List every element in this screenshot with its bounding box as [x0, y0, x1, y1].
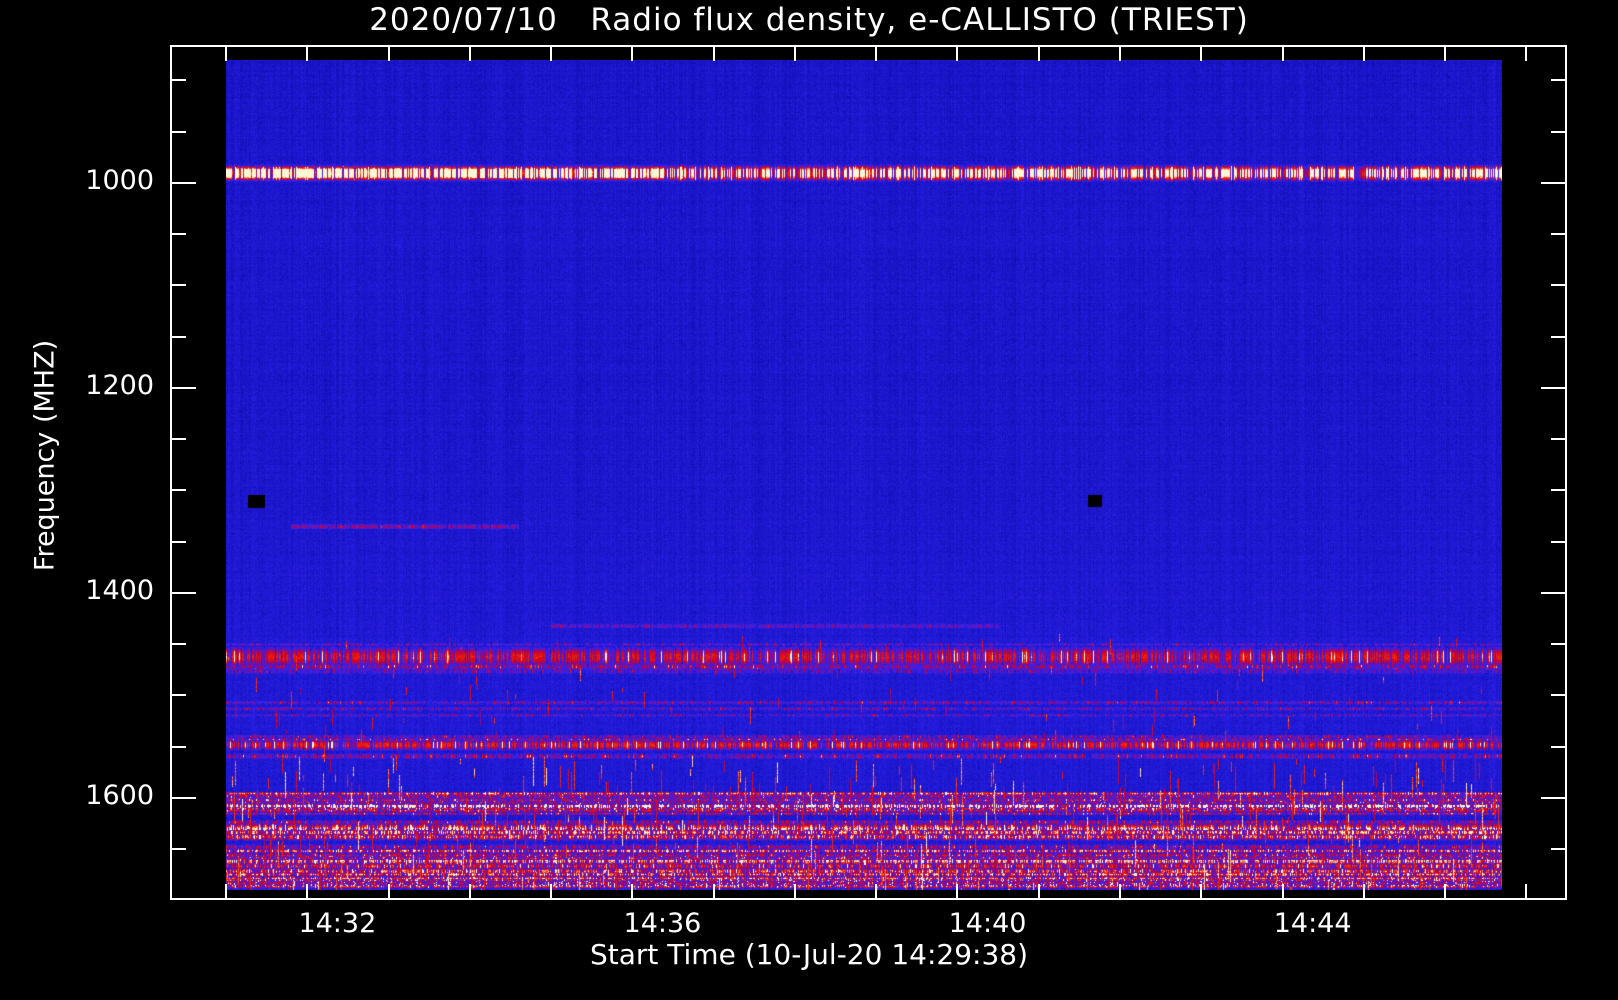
x-tick-label: 14:32 [298, 908, 377, 939]
y-tick-major-right [1541, 591, 1567, 594]
y-tick-major [170, 181, 196, 184]
y-tick-major [170, 796, 196, 799]
x-tick-minor [1119, 884, 1121, 900]
y-tick-minor [170, 438, 186, 441]
y-tick-minor [170, 489, 186, 492]
x-tick-label: 14:40 [948, 908, 1027, 939]
x-tick-minor-top [1037, 45, 1040, 61]
x-tick-minor-top [306, 45, 309, 61]
x-tick-minor [712, 884, 715, 900]
x-tick-minor-top [550, 45, 553, 61]
x-tick-minor [1200, 884, 1203, 900]
y-tick-minor [170, 540, 186, 543]
x-axis-title: Start Time (10-Jul-20 14:29:38) [589, 938, 1029, 971]
y-axis-title: Frequency (MHZ) [29, 339, 61, 572]
y-tick-major-right [1541, 386, 1567, 389]
x-tick-minor [225, 884, 227, 900]
y-tick-minor [170, 130, 186, 133]
spectrogram-canvas [226, 60, 1502, 890]
x-tick-minor-top [387, 45, 390, 61]
x-tick-minor-top [956, 45, 959, 61]
y-tick-minor [170, 694, 186, 697]
y-tick-minor [170, 79, 186, 82]
y-tick-major-right [1541, 796, 1567, 799]
x-tick-minor [1362, 884, 1365, 900]
y-tick-minor-right [1551, 438, 1567, 441]
x-tick-minor [1281, 884, 1284, 900]
x-tick-minor-top [1281, 45, 1284, 61]
y-tick-minor-right [1551, 489, 1567, 492]
x-tick-minor-top [1525, 45, 1528, 61]
y-tick-label: 1400 [85, 574, 154, 606]
x-tick-minor [550, 884, 553, 900]
y-tick-major-right [1541, 181, 1567, 184]
x-tick-label: 14:44 [1273, 908, 1352, 939]
x-tick-minor [875, 884, 878, 900]
x-tick-minor-top [225, 45, 227, 61]
x-tick-minor-top [1119, 45, 1121, 61]
y-tick-minor-right [1551, 694, 1567, 697]
y-tick-major [170, 386, 196, 389]
x-tick-minor-top [1362, 45, 1365, 61]
x-tick-minor-top [875, 45, 878, 61]
x-tick-minor [1444, 884, 1447, 900]
spectrogram-image [226, 60, 1502, 890]
x-tick-minor-top [1444, 45, 1447, 61]
y-tick-label: 1200 [85, 369, 154, 401]
y-tick-minor [170, 284, 186, 287]
y-tick-minor [170, 335, 186, 338]
y-tick-minor-right [1551, 848, 1567, 850]
y-tick-minor [170, 643, 186, 646]
x-tick-minor [793, 884, 796, 900]
x-tick-minor-top [468, 45, 471, 61]
x-tick-minor-top [793, 45, 796, 61]
y-tick-minor-right [1551, 79, 1567, 82]
x-tick-minor [306, 884, 309, 900]
x-tick-minor [956, 884, 959, 900]
y-tick-minor [170, 848, 186, 850]
x-tick-minor [631, 884, 634, 900]
y-tick-label: 1600 [85, 779, 154, 811]
y-tick-minor-right [1551, 233, 1567, 236]
y-tick-minor [170, 745, 186, 748]
y-tick-minor [170, 233, 186, 236]
x-tick-minor [1525, 884, 1528, 900]
x-tick-minor [1037, 884, 1040, 900]
x-tick-minor-top [631, 45, 634, 61]
y-tick-minor-right [1551, 745, 1567, 748]
y-tick-major [170, 591, 196, 594]
x-tick-minor [387, 884, 390, 900]
x-tick-minor [468, 884, 471, 900]
x-tick-label: 14:36 [623, 908, 702, 939]
y-tick-minor-right [1551, 130, 1567, 133]
y-tick-minor-right [1551, 335, 1567, 338]
y-tick-label: 1000 [85, 164, 154, 196]
x-tick-minor-top [712, 45, 715, 61]
y-tick-minor-right [1551, 540, 1567, 543]
x-tick-minor-top [1200, 45, 1203, 61]
y-tick-minor-right [1551, 284, 1567, 287]
y-tick-minor-right [1551, 643, 1567, 646]
page-title: 2020/07/10 Radio flux density, e-CALLIST… [369, 2, 1249, 38]
